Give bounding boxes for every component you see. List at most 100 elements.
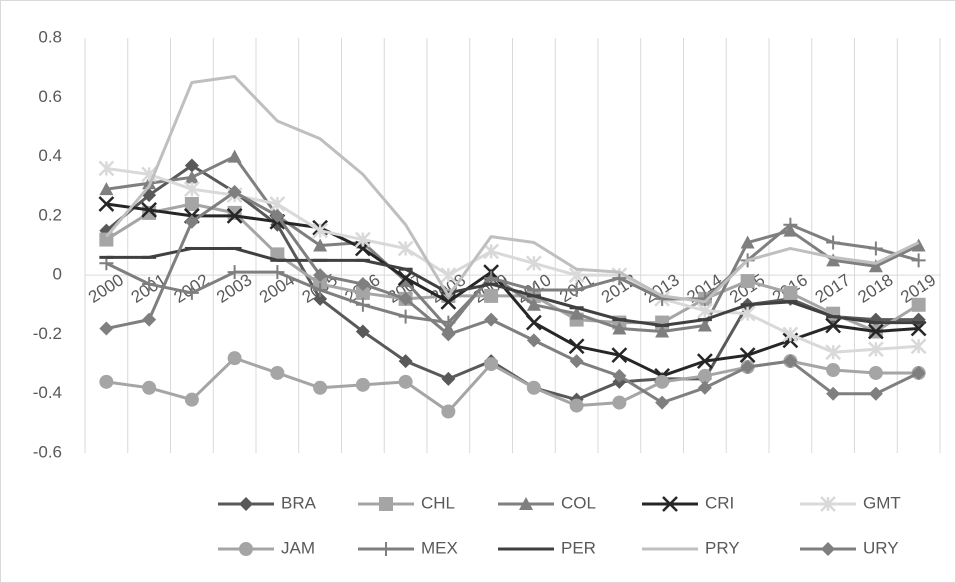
marker (183, 181, 200, 198)
marker (655, 395, 670, 410)
marker (612, 395, 627, 410)
marker (569, 306, 584, 320)
marker (184, 214, 199, 229)
y-tick-label: -0.6 (33, 442, 62, 461)
marker (612, 321, 627, 335)
series-line (106, 246, 919, 328)
marker (355, 324, 370, 339)
marker (441, 404, 456, 419)
marker (611, 347, 628, 364)
marker (526, 380, 541, 395)
marker (398, 291, 413, 306)
marker (739, 305, 756, 322)
y-tick-label: 0 (53, 265, 62, 284)
marker (379, 542, 393, 556)
marker (740, 360, 755, 375)
marker (820, 496, 836, 512)
marker (99, 374, 114, 389)
legend-label: PER (561, 538, 596, 557)
marker (141, 166, 158, 183)
marker (783, 285, 798, 300)
marker (525, 314, 542, 331)
marker (826, 253, 841, 267)
marker (269, 196, 286, 212)
marker (484, 288, 499, 303)
y-tick-label: -0.4 (33, 383, 62, 402)
marker (868, 365, 883, 380)
legend-label: JAM (281, 538, 315, 557)
marker (655, 374, 670, 389)
marker (519, 497, 533, 510)
marker (826, 386, 841, 401)
legend-label: BRA (281, 493, 317, 512)
marker (313, 238, 328, 252)
marker (142, 380, 157, 395)
legend-label: URY (863, 538, 899, 557)
marker (270, 208, 285, 223)
legend-label: GMT (863, 493, 901, 512)
marker (525, 255, 542, 272)
marker (398, 354, 413, 369)
marker (142, 312, 157, 327)
marker (740, 235, 755, 249)
marker (398, 374, 413, 389)
marker (526, 297, 541, 311)
marker (911, 365, 926, 380)
marker (783, 354, 798, 369)
marker (226, 207, 243, 224)
legend-label: PRY (705, 538, 740, 557)
y-tick-label: 0.4 (38, 146, 62, 165)
marker (911, 253, 926, 268)
marker (569, 354, 584, 369)
marker (313, 268, 328, 283)
marker (98, 196, 115, 212)
marker (379, 497, 393, 511)
marker (826, 235, 841, 250)
marker (867, 323, 884, 340)
marker (697, 368, 712, 383)
marker (911, 238, 926, 252)
marker (355, 285, 370, 300)
series-line (106, 202, 919, 378)
marker (270, 365, 285, 380)
marker (568, 338, 585, 355)
marker (99, 321, 114, 336)
marker (398, 274, 413, 288)
series-line (105, 75, 920, 304)
marker (867, 341, 884, 358)
marker (440, 267, 457, 284)
marker (441, 327, 456, 342)
marker (355, 277, 370, 292)
marker (910, 338, 927, 355)
series-line (105, 223, 920, 325)
legend-label: CHL (421, 493, 455, 512)
marker (655, 324, 670, 338)
marker (825, 344, 842, 361)
marker (826, 363, 841, 377)
marker (868, 241, 883, 256)
marker (441, 315, 456, 330)
marker (239, 497, 253, 511)
y-tick-label: 0.2 (38, 205, 62, 224)
marker (739, 347, 756, 364)
y-tick-label: 0.6 (38, 87, 62, 106)
marker (526, 333, 541, 348)
marker (782, 326, 799, 343)
marker (227, 351, 242, 366)
marker (662, 496, 678, 512)
marker (569, 282, 584, 297)
series-line (106, 190, 920, 405)
marker (184, 197, 199, 211)
marker (313, 282, 328, 297)
marker (441, 371, 456, 386)
marker (184, 392, 199, 407)
marker (270, 265, 285, 280)
marker (825, 317, 842, 334)
marker (911, 297, 926, 312)
legend-label: CRI (705, 493, 734, 512)
marker (142, 277, 157, 292)
marker (612, 368, 627, 383)
marker (355, 297, 370, 312)
marker (227, 149, 242, 163)
